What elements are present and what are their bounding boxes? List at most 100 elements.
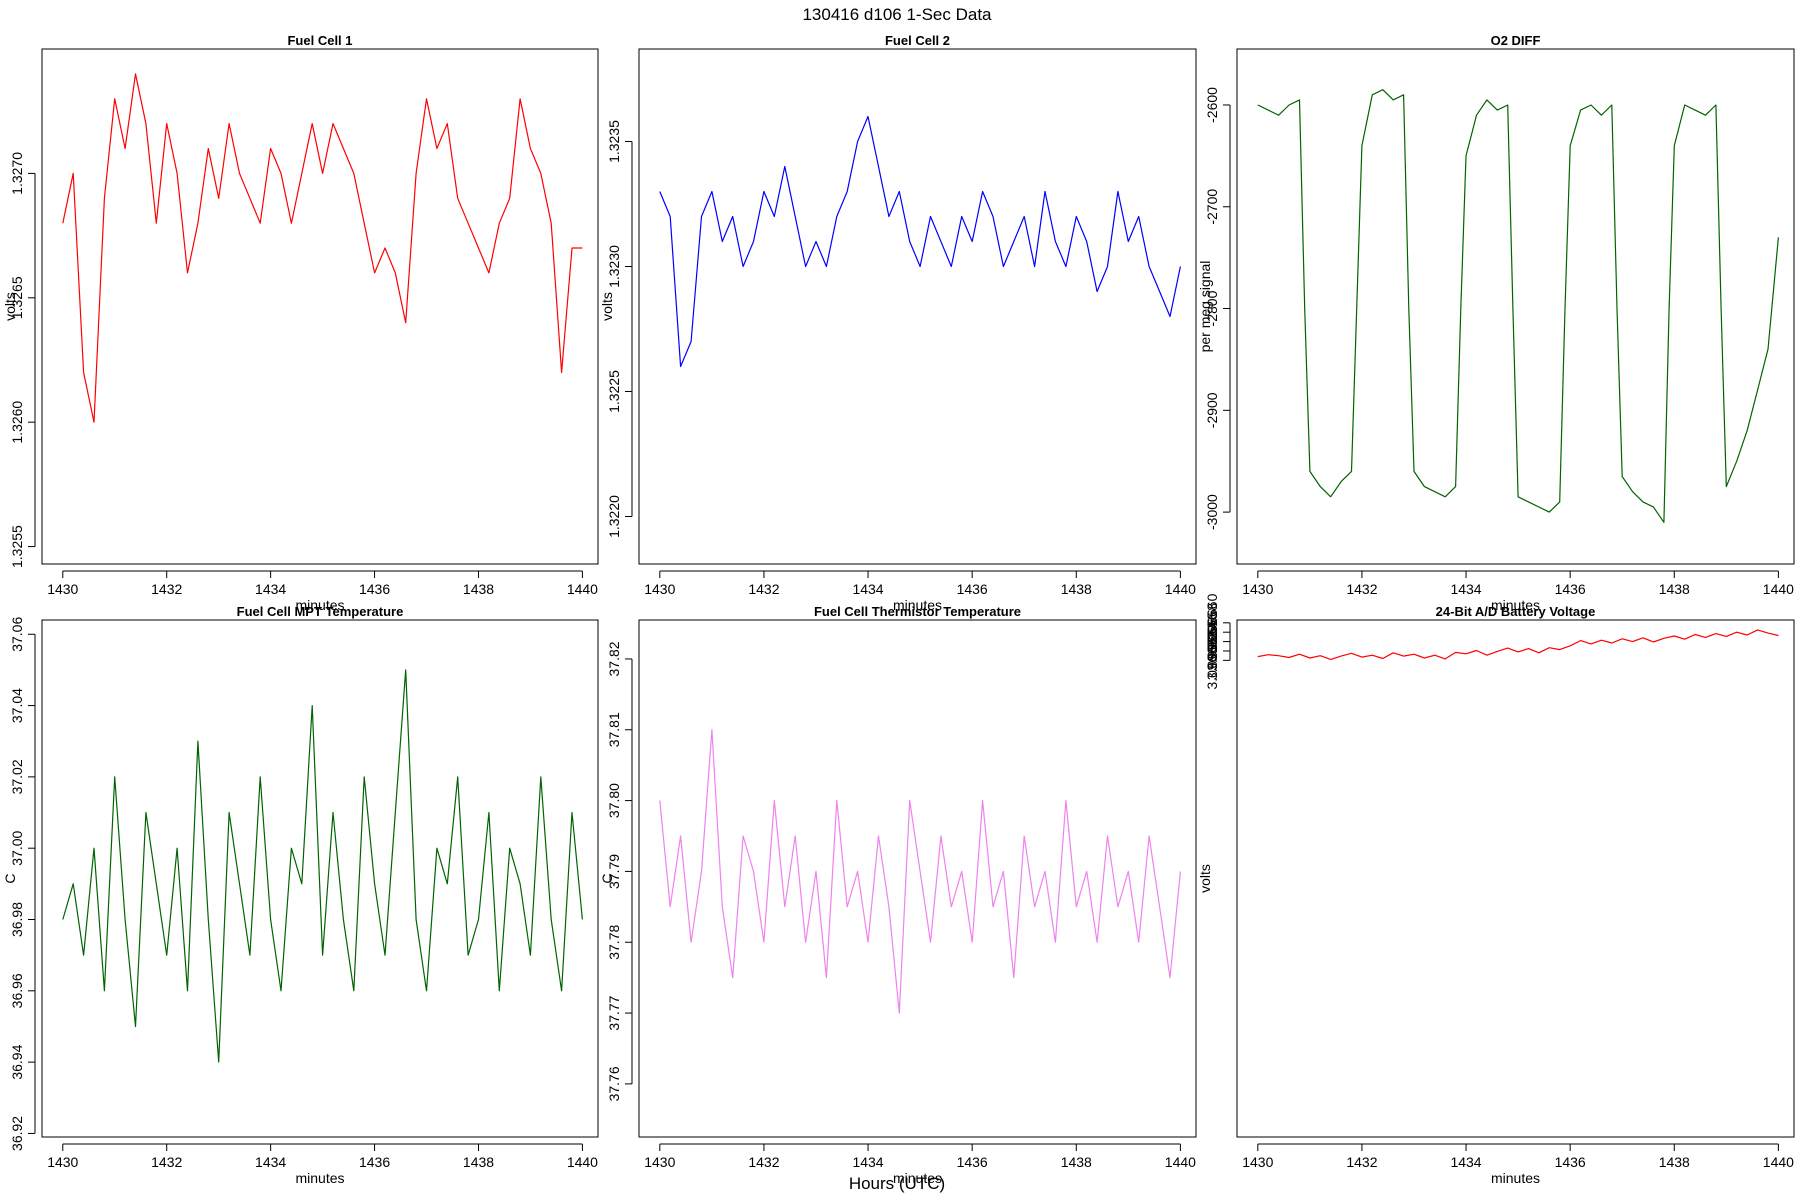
chart5-y-tick-label: 37.77 (606, 995, 622, 1030)
chart4-y-tick-label: 37.04 (9, 688, 25, 723)
chart1-y-tick-label: 1.3265 (9, 276, 25, 319)
chart2-y-axis-label: volts (599, 292, 615, 321)
chart2-y-tick-label: 1.3225 (606, 370, 622, 413)
chart6-x-tick-label: 1436 (1555, 1154, 1586, 1170)
chart2-x-tick-label: 1438 (1061, 581, 1092, 597)
chart6-y-tick-label: 3.096658 (1204, 603, 1220, 662)
chart3-x-tick-label: 1430 (1242, 581, 1273, 597)
chart4-series-line (62, 669, 583, 1063)
chart3-y-tick-label: -2800 (1204, 290, 1220, 326)
chart1-title: Fuel Cell 1 (287, 33, 352, 48)
chart2-x-tick-label: 1436 (957, 581, 988, 597)
chart6-x-axis-label: minutes (1491, 1170, 1540, 1186)
chart5-series-line (659, 729, 1181, 1014)
chart3-x-tick-label: 1434 (1450, 581, 1481, 597)
chart1-x-axis-label: minutes (295, 597, 344, 613)
chart6-x-tick-label: 1440 (1763, 1154, 1794, 1170)
chart4-x-tick-label: 1430 (47, 1154, 78, 1170)
chart5-y-axis-label: C (599, 873, 615, 883)
chart1-y-tick-label: 1.3255 (9, 525, 25, 568)
chart3-y-axis-label: per meg signal (1197, 261, 1213, 353)
chart1-x-tick-label: 1432 (151, 581, 182, 597)
chart4-y-tick-label: 36.94 (9, 1044, 25, 1079)
chart4-y-tick-label: 36.96 (9, 973, 25, 1008)
chart2-y-tick-label: 1.3230 (606, 245, 622, 288)
chart5-x-tick-label: 1434 (852, 1154, 883, 1170)
chart5-x-tick-label: 1438 (1061, 1154, 1092, 1170)
chart5-x-tick-label: 1430 (644, 1154, 675, 1170)
panel-battery-voltage: 24-Bit A/D Battery Voltage 1430 1432 1434 14… (1197, 593, 1795, 1186)
chart2-y-tick-label: 1.3220 (606, 495, 622, 538)
panel-fuel-cell-mpt-temperature: Fuel Cell MPT Temperature 1430 1432 1434 143… (2, 604, 599, 1186)
chart1-x-tick-label: 1434 (255, 581, 286, 597)
chart3-x-tick-label: 1438 (1659, 581, 1690, 597)
chart2-x-axis-label: minutes (893, 597, 942, 613)
figure-title: 130416 d106 1-Sec Data (802, 5, 992, 24)
chart4-x-tick-label: 1434 (255, 1154, 286, 1170)
chart2-y-tick-label: 1.3235 (606, 120, 622, 163)
chart6-x-tick-label: 1438 (1659, 1154, 1690, 1170)
panel-fuel-cell-2: Fuel Cell 2 1430 1432 1434 1436 1438 1440 minut… (599, 33, 1197, 613)
chart3-y-tick-label: -3000 (1204, 494, 1220, 530)
chart3-y-tick-label: -2900 (1204, 392, 1220, 428)
chart3-y-tick-label: -2700 (1204, 189, 1220, 225)
chart1-y-tick-label: 1.3260 (9, 401, 25, 444)
chart1-y-axis-label: volts (2, 292, 18, 321)
chart5-x-tick-label: 1432 (748, 1154, 779, 1170)
chart2-x-tick-label: 1432 (748, 581, 779, 597)
chart4-y-tick-label: 37.02 (9, 759, 25, 794)
chart5-y-tick-label: 37.79 (606, 854, 622, 889)
chart3-x-tick-label: 1440 (1763, 581, 1794, 597)
chart6-x-tick-label: 1432 (1346, 1154, 1377, 1170)
chart2-frame (638, 48, 1197, 565)
figure-bottom-label: Hours (UTC) (849, 1174, 945, 1193)
chart1-x-tick-label: 1436 (359, 581, 390, 597)
chart6-y-axis-label: volts (1197, 864, 1213, 893)
chart4-y-tick-label: 37.06 (9, 617, 25, 652)
chart3-title: O2 DIFF (1491, 33, 1541, 48)
chart1-x-tick-label: 1440 (567, 581, 598, 597)
chart1-frame (41, 48, 599, 565)
chart4-x-tick-label: 1436 (359, 1154, 390, 1170)
panel-o2-diff: O2 DIFF 1430 1432 1434 1436 1438 1440 minutes -3… (1197, 33, 1795, 613)
chart2-title: Fuel Cell 2 (885, 33, 950, 48)
chart2-x-tick-label: 1434 (852, 581, 883, 597)
chart4-frame (41, 619, 599, 1138)
chart4-y-tick-label: 36.98 (9, 902, 25, 937)
chart6-x-tick-label: 1430 (1242, 1154, 1273, 1170)
chart1-x-tick-label: 1438 (463, 581, 494, 597)
chart4-y-tick-label: 36.92 (9, 1116, 25, 1151)
panel-fuel-cell-1: Fuel Cell 1 1430 1432 1434 1436 1438 1440 minut… (2, 33, 599, 613)
chart3-x-tick-label: 1436 (1555, 581, 1586, 597)
chart6-y-tick-label: 3.096660 (1204, 593, 1220, 652)
chart5-title: Fuel Cell Thermistor Temperature (814, 604, 1021, 619)
chart3-y-tick-label: -2600 (1204, 87, 1220, 123)
chart6-series-line (1257, 629, 1779, 661)
chart4-y-tick-label: 37.00 (9, 830, 25, 865)
chart4-x-axis-label: minutes (295, 1170, 344, 1186)
chart5-y-tick-label: 37.78 (606, 925, 622, 960)
chart6-y-tick-label: 3.096652 (1204, 631, 1220, 690)
chart5-x-tick-label: 1436 (957, 1154, 988, 1170)
chart3-series-line (1257, 89, 1779, 523)
chart4-title: Fuel Cell MPT Temperature (237, 604, 404, 619)
chart6-frame (1236, 619, 1795, 1138)
chart1-x-tick-label: 1430 (47, 581, 78, 597)
chart4-x-tick-label: 1432 (151, 1154, 182, 1170)
chart5-x-tick-label: 1440 (1165, 1154, 1196, 1170)
chart3-x-axis-label: minutes (1491, 597, 1540, 613)
chart6-y-tick-label: 3.096654 (1204, 622, 1220, 681)
chart3-frame (1236, 48, 1795, 565)
chart4-x-tick-label: 1438 (463, 1154, 494, 1170)
chart5-y-tick-label: 37.80 (606, 783, 622, 818)
chart6-y-tick-label: 3.096656 (1204, 612, 1220, 671)
chart3-x-tick-label: 1432 (1346, 581, 1377, 597)
chart1-y-tick-label: 1.3270 (9, 152, 25, 195)
chart6-title: 24-Bit A/D Battery Voltage (1436, 604, 1596, 619)
chart5-y-tick-label: 37.76 (606, 1066, 622, 1101)
chart2-series-line (659, 115, 1181, 368)
chart5-frame (638, 619, 1197, 1138)
chart2-x-tick-label: 1430 (644, 581, 675, 597)
panel-fuel-cell-thermistor-temperature: Fuel Cell Thermistor Temperature 1430 1432… (599, 604, 1197, 1186)
